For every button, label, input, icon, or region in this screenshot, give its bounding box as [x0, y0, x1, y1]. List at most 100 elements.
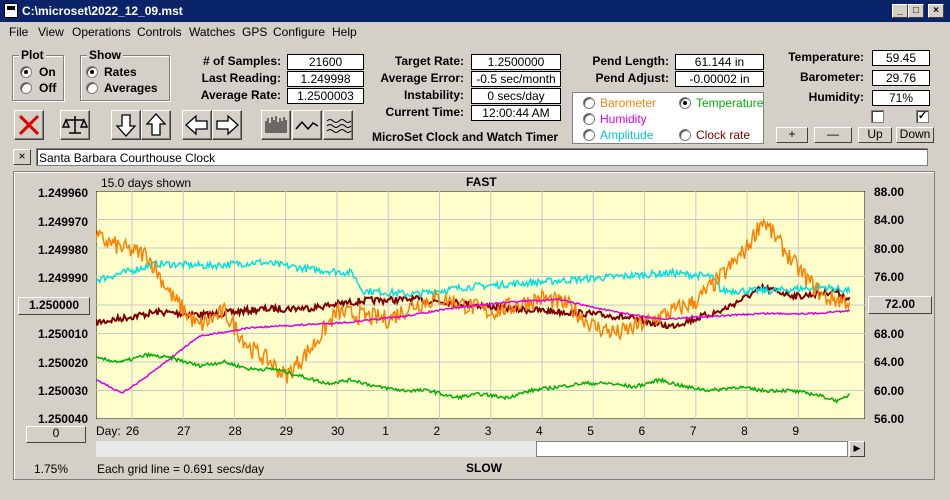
pend-length-value: 61.144 in	[675, 54, 764, 70]
y-left-tick: 1.249980	[37, 243, 88, 257]
scrollbar-thumb[interactable]	[536, 441, 848, 457]
chart-panel	[13, 171, 935, 480]
arrow-right-button[interactable]	[212, 110, 242, 140]
x-tick-label: 3	[484, 424, 492, 438]
menu-help[interactable]: Help	[332, 25, 357, 39]
line-graph-button[interactable]	[292, 110, 322, 140]
show-group: Show Rates Averages	[80, 48, 170, 101]
fast-label: FAST	[466, 175, 497, 189]
arrow-left-icon	[185, 114, 208, 136]
plot-on-radio[interactable]	[20, 66, 32, 78]
show-rates-radio[interactable]	[86, 66, 98, 78]
close-clock-button[interactable]: ×	[13, 149, 31, 165]
clock-rate-option: Clock rate	[696, 128, 751, 142]
stop-button[interactable]	[14, 110, 44, 140]
menu-controls[interactable]: Controls	[137, 25, 182, 39]
scale-up-button[interactable]: Up	[858, 127, 892, 143]
plot-off-radio[interactable]	[20, 82, 32, 94]
app-name: MicroSet Clock and Watch Timer	[372, 130, 559, 144]
bar-graph-icon	[265, 116, 287, 133]
chart-scrollbar[interactable]: ▶	[96, 441, 865, 457]
temperature-option: Temperature	[696, 96, 764, 110]
menu-configure[interactable]: Configure	[273, 25, 326, 39]
last-reading-label: Last Reading:	[201, 71, 281, 85]
scale-plus-button[interactable]: +	[776, 127, 808, 143]
checkbox-unchecked[interactable]	[871, 110, 884, 123]
offset-button[interactable]: 0	[26, 426, 86, 443]
minimize-button[interactable]: _	[892, 4, 908, 18]
humidity-radio[interactable]	[583, 113, 595, 125]
temperature-radio[interactable]	[679, 97, 691, 109]
average-rate-value: 1.2500003	[287, 88, 364, 104]
balance-scale-icon	[61, 116, 89, 134]
x-tick-label: 1	[382, 424, 389, 438]
show-averages-radio[interactable]	[86, 82, 98, 94]
clock-name-field[interactable]: Santa Barbara Courthouse Clock	[36, 148, 928, 166]
menu-gps[interactable]: GPS	[242, 25, 268, 39]
y-right-tick: 64.00	[874, 355, 905, 369]
samples-value: 21600	[287, 54, 364, 70]
wave-graph-icon	[326, 119, 352, 133]
show-averages-label: Averages	[104, 81, 158, 95]
y-right-tick: 80.00	[874, 242, 905, 256]
y-right-tick: 68.00	[874, 327, 905, 341]
average-rate-label: Average Rate:	[200, 88, 281, 102]
y-left-tick: 1.250030	[37, 384, 88, 398]
clock-rate-radio[interactable]	[679, 129, 691, 141]
scroll-right-arrow-icon[interactable]: ▶	[849, 441, 865, 457]
arrow-right-icon	[216, 114, 239, 136]
menu-watches[interactable]: Watches	[189, 25, 236, 39]
amplitude-option: Amplitude	[600, 128, 654, 142]
x-tick-label: 2	[433, 424, 441, 438]
bar-graph-button[interactable]	[261, 110, 291, 140]
balance-button[interactable]	[60, 110, 90, 140]
humidity-label: Humidity:	[808, 90, 864, 104]
series-humidity	[96, 297, 851, 394]
barometer-option: Barometer	[600, 96, 657, 110]
y-left-center-button[interactable]: 1.250000	[18, 297, 90, 315]
show-group-title: Show	[87, 48, 123, 62]
y-left-tick: 1.250020	[37, 356, 88, 370]
series-temperature	[96, 351, 851, 404]
barometer-value: 29.76	[872, 70, 930, 86]
y-right-tick: 56.00	[874, 412, 905, 426]
instability-value: 0 secs/day	[471, 88, 561, 104]
y-right-center-button[interactable]: 72.00	[868, 296, 932, 314]
arrow-up-icon	[145, 113, 167, 136]
red-x-icon	[18, 114, 40, 136]
close-window-button[interactable]: ×	[928, 4, 944, 18]
scale-minus-button[interactable]: —	[814, 127, 852, 143]
arrow-up-button[interactable]	[141, 110, 171, 140]
menu-view[interactable]: View	[38, 25, 64, 39]
y-left-tick: 1.250010	[37, 327, 88, 341]
line-graph-icon	[295, 120, 319, 131]
temperature-value: 59.45	[872, 50, 930, 66]
average-error-value: -0.5 sec/month	[471, 71, 561, 87]
window-title: C:\microset\2022_12_09.mst	[22, 4, 183, 18]
maximize-button[interactable]: □	[908, 4, 924, 18]
pend-length-label: Pend Length:	[592, 54, 669, 68]
menu-file[interactable]: File	[9, 25, 29, 39]
app-icon	[4, 3, 18, 18]
target-rate-label: Target Rate:	[394, 54, 464, 68]
amplitude-radio[interactable]	[583, 129, 595, 141]
barometer-radio[interactable]	[583, 97, 595, 109]
y-left-tick: 1.250040	[37, 412, 88, 426]
wave-graph-button[interactable]	[323, 110, 353, 140]
grid-note: Each grid line = 0.691 secs/day	[97, 462, 265, 476]
x-tick-label: 26	[125, 424, 140, 438]
checkbox-checked[interactable]: ✓	[916, 110, 929, 123]
x-tick-label: 8	[741, 424, 748, 438]
x-tick-label: 9	[792, 424, 800, 438]
menu-operations[interactable]: Operations	[72, 25, 131, 39]
y-left-tick: 1.249970	[37, 215, 88, 229]
y-right-tick: 88.00	[874, 185, 905, 199]
x-tick-label: 5	[587, 424, 594, 438]
scale-down-button[interactable]: Down	[896, 127, 934, 143]
arrow-down-button[interactable]	[111, 110, 141, 140]
plot-group-title: Plot	[19, 48, 46, 62]
barometer-label: Barometer:	[799, 70, 864, 84]
arrow-left-button[interactable]	[182, 110, 212, 140]
chart-plot-area	[96, 191, 865, 419]
y-left-tick: 1.249990	[37, 271, 88, 285]
